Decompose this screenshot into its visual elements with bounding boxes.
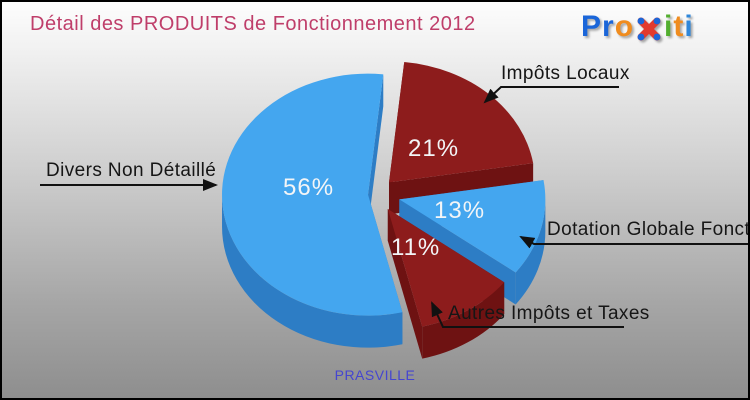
municipality-name: PRASVILLE [334, 367, 416, 383]
slice-rim [222, 194, 403, 348]
slice-label-dotation-globale: Dotation Globale Fonction [547, 219, 750, 240]
logo-letter-i1: i [664, 10, 674, 43]
logo-letter-i2: i [684, 10, 694, 43]
slice-wall [387, 209, 423, 359]
logo-letter-o: o [614, 10, 635, 43]
slice-label-autres-impots: Autres Impôts et Taxes [448, 303, 650, 324]
callout-line-impots-locaux [483, 86, 619, 104]
slice-label-impots-locaux: Impôts Locaux [501, 63, 630, 84]
logo-letter-pr: Pr [581, 10, 615, 43]
logo-letter-t: t [673, 10, 685, 43]
pct-label-impots-locaux: 21% [408, 135, 460, 162]
logo-x-icon [637, 17, 661, 41]
pct-label-autres-impots: 11% [391, 234, 441, 261]
slice-label-divers: Divers Non Détaillé [46, 160, 217, 181]
slice-wall [368, 74, 384, 227]
slice-wall [368, 194, 403, 345]
pct-label-divers: 56% [283, 174, 335, 201]
pie-slice-divers [222, 73, 403, 348]
pie-slice-autres-impots [387, 209, 505, 359]
slice-rim [515, 199, 546, 305]
chart-title: Détail des PRODUITS de Fonctionnement 20… [30, 13, 476, 35]
proxiti-logo[interactable]: Pr o i t i [581, 10, 694, 44]
pct-label-dotation-globale: 13% [434, 197, 486, 224]
slice-wall [388, 62, 405, 215]
